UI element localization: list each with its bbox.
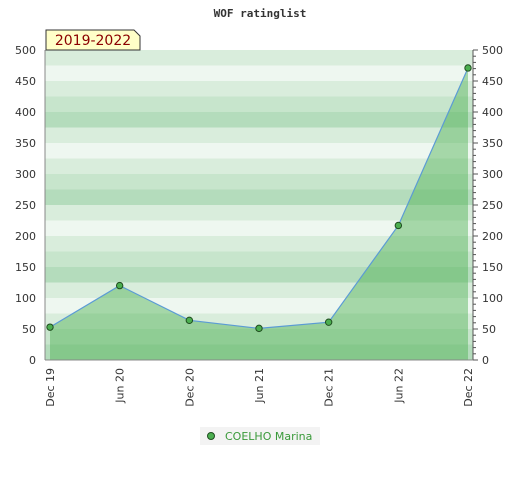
- grid-band: [45, 282, 473, 298]
- grid-band: [45, 65, 473, 81]
- y-tick-label-left: 100: [15, 292, 36, 305]
- y-tick-label-left: 350: [15, 137, 36, 150]
- y-tick-label-left: 150: [15, 261, 36, 274]
- x-tick-label: Jun 22: [392, 368, 405, 404]
- y-tick-label-left: 250: [15, 199, 36, 212]
- y-tick-label-left: 450: [15, 75, 36, 88]
- x-tick-label: Dec 19: [44, 368, 57, 407]
- y-tick-label-right: 500: [482, 44, 503, 57]
- y-tick-label-left: 400: [15, 106, 36, 119]
- tick-labels: 0 0 50 50 100 100 150 150 200 200 250 250 300 300 350 3…: [15, 44, 503, 407]
- grid-band: [45, 143, 473, 159]
- grid-band: [45, 251, 473, 267]
- y-tick-label-left: 500: [15, 44, 36, 57]
- y-tick-label-right: 250: [482, 199, 503, 212]
- grid-band: [45, 127, 473, 143]
- y-tick-label-right: 450: [482, 75, 503, 88]
- y-tick-label-right: 200: [482, 230, 503, 243]
- y-tick-label-right: 100: [482, 292, 503, 305]
- data-point: [324, 318, 333, 326]
- y-tick-label-left: 300: [15, 168, 36, 181]
- y-tick-label-left: 0: [29, 354, 36, 367]
- data-point: [185, 316, 194, 325]
- legend: COELHO Marina: [200, 427, 320, 445]
- grid-band: [45, 189, 473, 205]
- grid-band: [45, 50, 473, 66]
- grid-band: [45, 96, 473, 112]
- data-point: [394, 221, 403, 230]
- grid-band: [45, 313, 473, 329]
- x-tick-label: Dec 22: [462, 368, 475, 407]
- data-point: [115, 281, 124, 290]
- y-tick-label-right: 50: [482, 323, 496, 336]
- grid-band: [45, 205, 473, 221]
- legend-series-name: COELHO Marina: [225, 430, 312, 443]
- data-point: [255, 324, 263, 333]
- data-point: [46, 323, 54, 331]
- plot-background-bands: [45, 50, 473, 360]
- x-tick-label: Dec 20: [183, 368, 196, 407]
- y-tick-label-left: 50: [22, 323, 36, 336]
- x-tick-label: Jun 20: [114, 368, 127, 404]
- y-tick-label-right: 300: [482, 168, 503, 181]
- data-point: [464, 64, 472, 72]
- grid-band: [45, 174, 473, 190]
- grid-band: [45, 112, 473, 128]
- grid-band: [45, 344, 473, 360]
- x-tick-label: Jun 21: [253, 368, 266, 404]
- y-tick-label-right: 0: [482, 354, 489, 367]
- chart-title: WOF ratinglist: [214, 7, 307, 20]
- series-area: [50, 67, 468, 360]
- data-markers: [46, 64, 472, 333]
- grid-band: [45, 329, 473, 345]
- grid-band: [45, 220, 473, 236]
- grid-band: [45, 158, 473, 174]
- axes: [44, 49, 478, 361]
- y-tick-label-right: 150: [482, 261, 503, 274]
- y-tick-label-right: 400: [482, 106, 503, 119]
- y-tick-label-right: 350: [482, 137, 503, 150]
- grid-band: [45, 236, 473, 252]
- period-label: 2019-2022: [55, 33, 131, 49]
- x-tick-label: Dec 21: [323, 368, 336, 407]
- y-tick-label-left: 200: [15, 230, 36, 243]
- legend-marker: [207, 432, 215, 440]
- period-badge: 2019-2022: [45, 29, 141, 51]
- grid-band: [45, 81, 473, 97]
